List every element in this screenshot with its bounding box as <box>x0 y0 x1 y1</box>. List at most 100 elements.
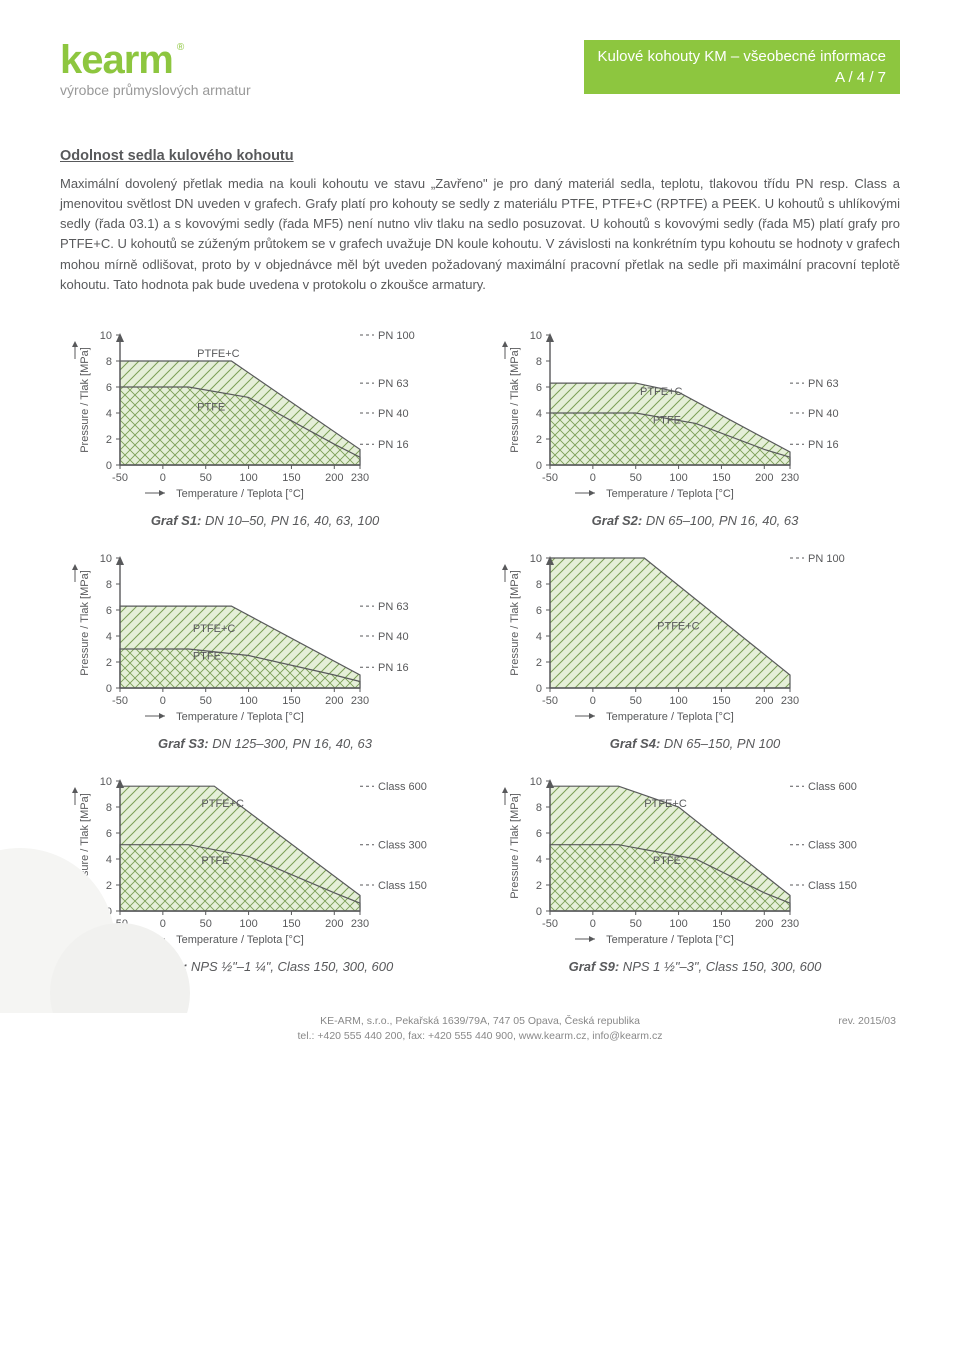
svg-text:PTFE+C: PTFE+C <box>193 623 236 635</box>
svg-text:150: 150 <box>282 472 300 484</box>
svg-text:PTFE+C: PTFE+C <box>644 798 687 810</box>
body-text: Maximální dovolený přetlak media na koul… <box>60 174 900 295</box>
chart-caption: Graf S3: DN 125–300, PN 16, 40, 63 <box>158 736 372 751</box>
svg-text:4: 4 <box>106 408 112 420</box>
svg-text:100: 100 <box>239 695 257 707</box>
svg-text:230: 230 <box>781 918 799 930</box>
svg-text:0: 0 <box>106 683 112 695</box>
header-box-line2: A / 4 / 7 <box>598 67 887 88</box>
svg-text:0: 0 <box>536 683 542 695</box>
svg-text:6: 6 <box>536 382 542 394</box>
svg-text:200: 200 <box>325 695 343 707</box>
chart-svg: -50050100150200230Temperature / Teplota … <box>65 325 465 505</box>
svg-text:PTFE: PTFE <box>201 855 229 867</box>
svg-text:6: 6 <box>106 828 112 840</box>
svg-text:PN 16: PN 16 <box>378 662 409 674</box>
svg-text:Temperature / Teplota [°C]: Temperature / Teplota [°C] <box>606 934 734 946</box>
svg-text:PN 16: PN 16 <box>378 439 409 451</box>
svg-text:8: 8 <box>536 579 542 591</box>
footer-rev: rev. 2015/03 <box>640 1014 896 1029</box>
svg-text:50: 50 <box>200 918 212 930</box>
header-box-line1: Kulové kohouty KM – všeobecné informace <box>598 46 887 67</box>
svg-text:10: 10 <box>530 553 542 565</box>
svg-text:Class 600: Class 600 <box>808 781 857 793</box>
svg-text:100: 100 <box>239 918 257 930</box>
svg-text:4: 4 <box>536 854 542 866</box>
chart-caption: Graf S8: NPS ½"–1 ¼", Class 150, 300, 60… <box>137 959 393 974</box>
svg-text:PTFE+C: PTFE+C <box>657 620 700 632</box>
svg-text:-50: -50 <box>112 472 128 484</box>
svg-text:PTFE: PTFE <box>197 401 225 413</box>
chart-S1: -50050100150200230Temperature / Teplota … <box>60 325 470 528</box>
svg-text:2: 2 <box>536 657 542 669</box>
chart-svg: -50050100150200230Temperature / Teplota … <box>495 548 895 728</box>
logo: kearm ® výrobce průmyslových armatur <box>60 40 251 98</box>
svg-text:100: 100 <box>669 918 687 930</box>
svg-text:Class 150: Class 150 <box>378 880 427 892</box>
svg-text:6: 6 <box>106 382 112 394</box>
svg-text:230: 230 <box>781 472 799 484</box>
svg-text:Pressure / Tlak [MPa]: Pressure / Tlak [MPa] <box>79 347 91 453</box>
svg-text:6: 6 <box>536 605 542 617</box>
svg-text:100: 100 <box>669 472 687 484</box>
svg-text:PN 63: PN 63 <box>378 601 409 613</box>
logo-registered: ® <box>177 42 184 53</box>
svg-text:6: 6 <box>536 828 542 840</box>
svg-text:6: 6 <box>106 605 112 617</box>
svg-text:-50: -50 <box>112 695 128 707</box>
svg-text:PN 40: PN 40 <box>378 408 409 420</box>
footer-line1: KE-ARM, s.r.o., Pekařská 1639/79A, 747 0… <box>320 1014 640 1029</box>
chart-S2: -50050100150200230Temperature / Teplota … <box>490 325 900 528</box>
svg-text:Class 300: Class 300 <box>378 840 427 852</box>
svg-text:150: 150 <box>712 918 730 930</box>
svg-text:Pressure / Tlak [MPa]: Pressure / Tlak [MPa] <box>509 347 521 453</box>
svg-text:0: 0 <box>106 460 112 472</box>
chart-S4: -50050100150200230Temperature / Teplota … <box>490 548 900 751</box>
svg-text:50: 50 <box>630 918 642 930</box>
svg-text:10: 10 <box>100 776 112 788</box>
svg-text:4: 4 <box>536 631 542 643</box>
page: kearm ® výrobce průmyslových armatur Kul… <box>0 0 960 1073</box>
svg-text:50: 50 <box>630 695 642 707</box>
svg-text:PN 63: PN 63 <box>378 378 409 390</box>
svg-text:150: 150 <box>712 472 730 484</box>
svg-text:10: 10 <box>100 553 112 565</box>
svg-text:Class 600: Class 600 <box>378 781 427 793</box>
chart-caption: Graf S9: NPS 1 ½"–3", Class 150, 300, 60… <box>569 959 822 974</box>
svg-text:150: 150 <box>712 695 730 707</box>
svg-text:50: 50 <box>630 472 642 484</box>
footer-line2: tel.: +420 555 440 200, fax: +420 555 44… <box>60 1029 900 1044</box>
svg-text:Pressure / Tlak [MPa]: Pressure / Tlak [MPa] <box>509 570 521 676</box>
svg-text:PN 63: PN 63 <box>808 378 839 390</box>
svg-text:100: 100 <box>239 472 257 484</box>
chart-S9: -50050100150200230Temperature / Teplota … <box>490 771 900 974</box>
logo-brand: kearm <box>60 40 173 80</box>
svg-text:-50: -50 <box>112 918 128 930</box>
svg-text:2: 2 <box>106 880 112 892</box>
svg-text:0: 0 <box>536 906 542 918</box>
svg-text:PN 16: PN 16 <box>808 439 839 451</box>
header: kearm ® výrobce průmyslových armatur Kul… <box>60 40 900 98</box>
footer: KE-ARM, s.r.o., Pekařská 1639/79A, 747 0… <box>60 1014 900 1043</box>
svg-text:0: 0 <box>590 472 596 484</box>
svg-text:0: 0 <box>106 906 112 918</box>
svg-text:2: 2 <box>106 657 112 669</box>
svg-text:0: 0 <box>160 695 166 707</box>
svg-text:8: 8 <box>536 356 542 368</box>
svg-text:100: 100 <box>669 695 687 707</box>
svg-text:Class 150: Class 150 <box>808 880 857 892</box>
svg-text:0: 0 <box>160 472 166 484</box>
logo-subtitle: výrobce průmyslových armatur <box>60 82 251 98</box>
svg-text:0: 0 <box>590 918 596 930</box>
header-box: Kulové kohouty KM – všeobecné informace … <box>584 40 901 94</box>
svg-text:10: 10 <box>530 776 542 788</box>
svg-text:Temperature / Teplota [°C]: Temperature / Teplota [°C] <box>606 711 734 723</box>
svg-text:4: 4 <box>106 854 112 866</box>
svg-text:150: 150 <box>282 695 300 707</box>
chart-caption: Graf S4: DN 65–150, PN 100 <box>610 736 781 751</box>
svg-text:8: 8 <box>536 802 542 814</box>
svg-text:200: 200 <box>325 472 343 484</box>
svg-text:Temperature / Teplota [°C]: Temperature / Teplota [°C] <box>176 934 304 946</box>
chart-S3: -50050100150200230Temperature / Teplota … <box>60 548 470 751</box>
chart-svg: -50050100150200230Temperature / Teplota … <box>495 325 895 505</box>
